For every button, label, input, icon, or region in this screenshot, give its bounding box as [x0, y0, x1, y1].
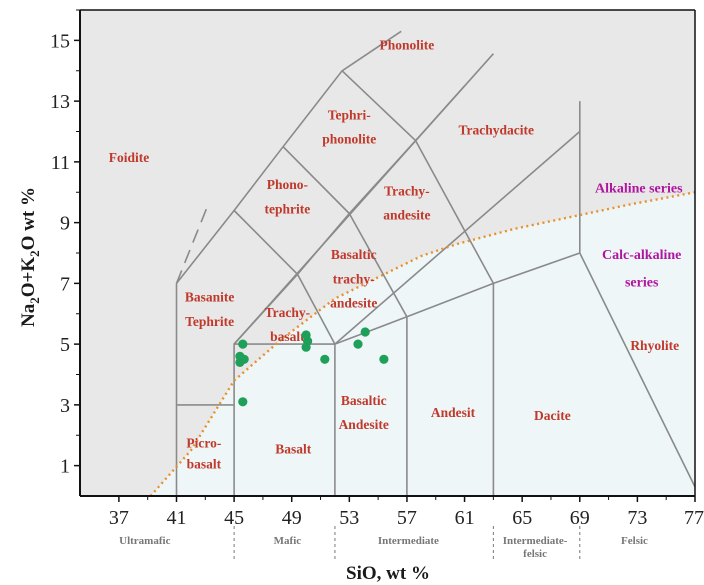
x-tick-label: 77 [684, 507, 704, 529]
group-label: Felsic [621, 535, 648, 547]
silica-groups: Ultramafic Mafic Intermediate Intermediate-… [119, 526, 648, 561]
field-boundary [296, 273, 336, 345]
data-point [238, 397, 248, 407]
series-label: Alkaline series [595, 181, 683, 196]
data-point [379, 354, 389, 364]
field-label: Basalt [275, 442, 312, 457]
x-tick-label: 53 [339, 507, 359, 529]
field-boundaries [149, 30, 696, 497]
x-tick-label: 65 [512, 507, 532, 529]
y-tick-label: 1 [60, 456, 70, 478]
subalkaline-region [150, 192, 696, 497]
field-labels: Foidite Phonolite Tephri-phonolite Trachyda… [109, 38, 679, 472]
y-tick-label: 13 [50, 91, 70, 113]
data-point [238, 339, 248, 349]
data-point [301, 342, 311, 352]
data-point [353, 339, 363, 349]
x-tick-label: 45 [224, 507, 244, 529]
y-tick-label: 7 [60, 273, 70, 295]
group-label-sub: felsic [523, 548, 547, 560]
data-points [235, 327, 389, 407]
series-labels: Alkaline series Calc-alkaline series [595, 181, 683, 290]
background-regions [80, 10, 696, 497]
y-axis-title: Na2O+K2O wt % [18, 187, 42, 327]
alkaline-subalkaline-divider [149, 191, 696, 497]
series-label: series [625, 275, 659, 290]
series-label: Calc-alkaline [602, 248, 681, 263]
field-label: Trachydacite [458, 123, 533, 138]
group-label: Intermediate [378, 535, 439, 547]
field-label: Phono- [267, 177, 308, 192]
field-label: Tephri- [328, 107, 371, 122]
y-tick-label: 3 [60, 395, 70, 417]
field-label: Basanite [185, 290, 235, 305]
field-label: Trachy- [265, 305, 311, 320]
field-boundary [348, 213, 408, 318]
field-label: andesite [383, 208, 430, 223]
field-label: Tephrite [185, 314, 234, 329]
field-label: Dacite [534, 408, 571, 423]
data-point [360, 327, 370, 337]
group-label: Ultramafic [119, 535, 170, 547]
y-tick-label: 11 [51, 152, 70, 174]
field-label: Trachy- [384, 183, 430, 198]
field-label: andesite [330, 296, 377, 311]
y-tick-label: 15 [50, 30, 70, 52]
field-label: Phonolite [380, 38, 435, 53]
field-label: trachy- [333, 271, 375, 286]
x-tick-label: 41 [167, 507, 187, 529]
group-label: Intermediate- [503, 535, 568, 547]
x-tick-label: 37 [109, 507, 129, 529]
field-label: Basaltic [331, 247, 377, 262]
field-label: Andesite [339, 417, 389, 432]
field-boundary [414, 140, 495, 284]
data-point [239, 354, 249, 364]
field-label: tephrite [265, 202, 311, 217]
field-boundary-dashed [175, 204, 209, 284]
field-boundary [233, 273, 299, 345]
field-label: Foidite [109, 150, 150, 165]
field-boundary [282, 146, 350, 215]
field-label: Basaltic [341, 393, 387, 408]
data-point [320, 354, 330, 364]
y-tick-label: 9 [60, 213, 70, 235]
x-tick-label: 57 [397, 507, 417, 529]
field-label: Rhyolite [630, 338, 679, 353]
field-label: Picro- [186, 435, 221, 450]
field-label: Andesit [431, 405, 476, 420]
field-label: basalt [270, 329, 305, 344]
y-tick-label: 5 [60, 334, 70, 356]
x-tick-label: 73 [627, 507, 647, 529]
x-axis-title: SiO, wt % [346, 563, 430, 584]
x-tick-label: 49 [282, 507, 302, 529]
group-label: Mafic [274, 535, 302, 547]
field-boundary [341, 70, 417, 142]
x-tick-label: 61 [455, 507, 475, 529]
field-label: phonolite [322, 132, 376, 147]
x-tick-label: 69 [570, 507, 590, 529]
field-label: basalt [187, 457, 222, 472]
